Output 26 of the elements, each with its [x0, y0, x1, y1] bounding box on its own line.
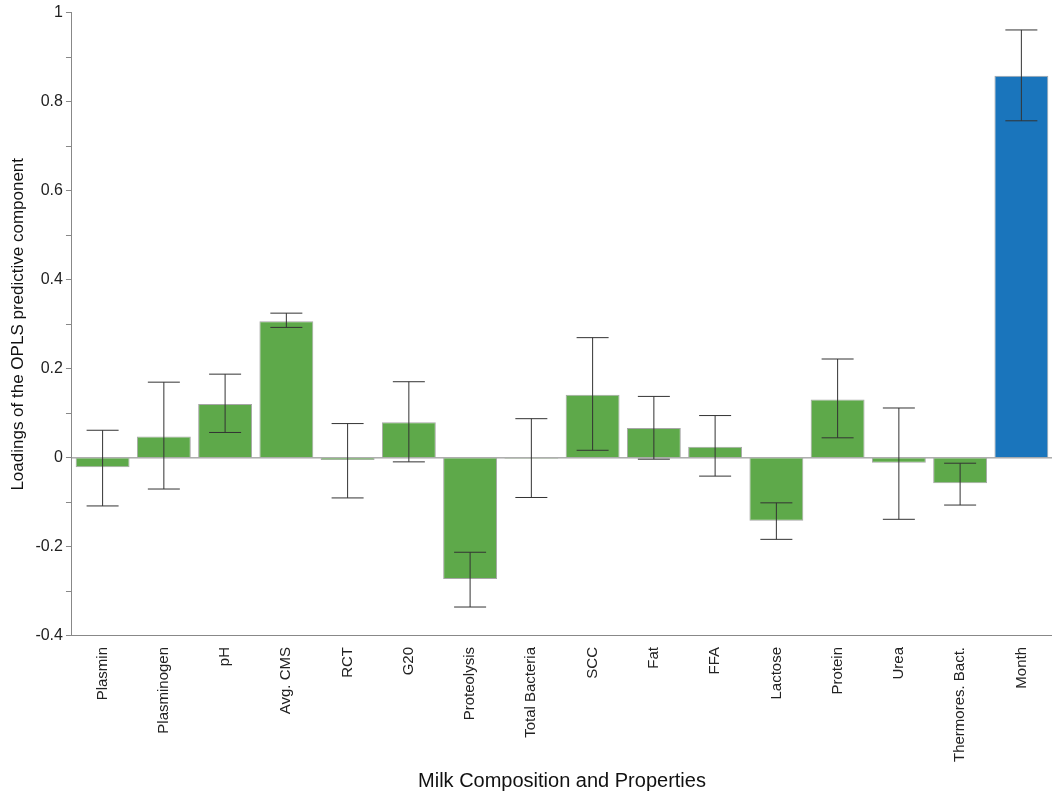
y-tick-label: 0.6 [40, 181, 64, 199]
x-tick-label: Plasminogen [153, 646, 171, 734]
y-tick-label: 1 [54, 3, 64, 21]
x-tick-label: Protein [827, 646, 845, 695]
x-tick-label: Lactose [766, 646, 784, 700]
y-axis-title: Loadings of the OPLS predictive component [7, 157, 27, 491]
x-axis-title: Milk Composition and Properties [418, 768, 706, 791]
x-tick-label: Total Bacteria [521, 646, 539, 738]
x-tick-label: Urea [889, 646, 907, 680]
y-tick-label: 0.2 [40, 359, 64, 377]
x-tick-label: SCC [582, 646, 600, 679]
x-tick-label: RCT [337, 646, 355, 678]
y-tick-label: 0 [54, 448, 64, 466]
y-tick-label: -0.4 [35, 626, 64, 644]
x-tick-label: pH [215, 646, 233, 667]
x-tick-label: Month [1011, 646, 1029, 689]
x-tick-label: Plasmin [92, 646, 110, 701]
x-tick-label: Proteolysis [460, 646, 478, 721]
x-tick-label: G20 [399, 646, 416, 676]
y-tick-label: 0.8 [40, 92, 64, 110]
x-tick-label: Thermores. Bact. [950, 646, 968, 763]
x-tick-label: Fat [644, 646, 661, 669]
y-tick-label: 0.4 [40, 270, 64, 288]
y-tick-label: -0.2 [35, 537, 64, 555]
x-tick-label: FFA [705, 646, 723, 675]
x-tick-label: Avg. CMS [276, 646, 294, 715]
